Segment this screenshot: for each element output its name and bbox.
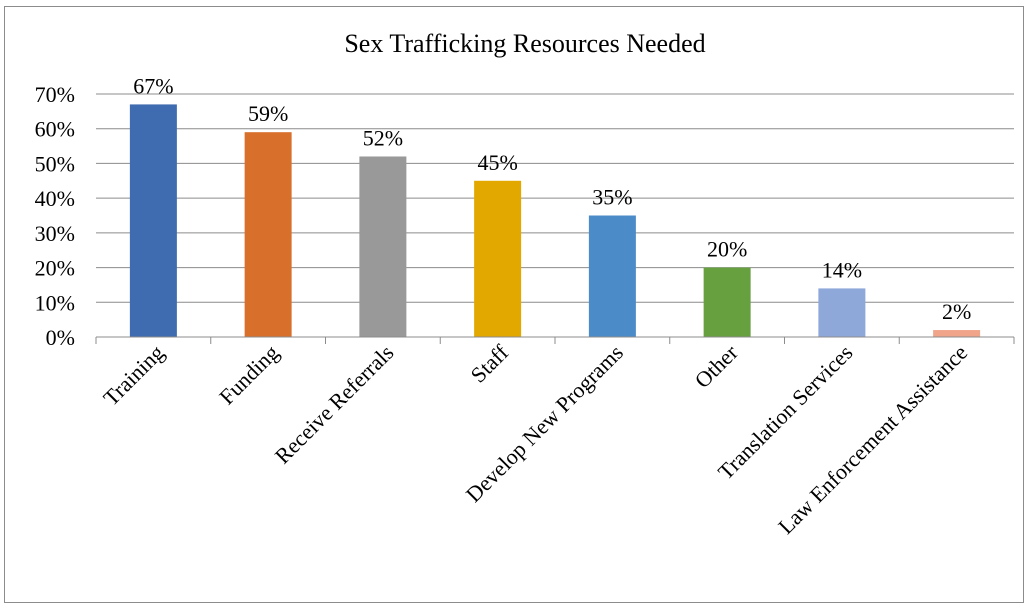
data-label: 52%	[363, 125, 403, 150]
bar	[129, 104, 177, 338]
x-tick-label: Law Enforcement Assistance	[773, 340, 972, 539]
data-label: 14%	[822, 257, 862, 282]
bar	[359, 156, 407, 337]
data-label: 59%	[248, 101, 288, 126]
x-tick-label: Other	[690, 339, 744, 393]
bar	[244, 132, 292, 337]
y-tick-label: 30%	[35, 221, 75, 246]
data-label: 35%	[592, 185, 632, 210]
y-tick-label: 60%	[35, 117, 75, 142]
x-tick-label: Funding	[214, 340, 284, 410]
bar	[703, 267, 751, 337]
x-tick-label: Training	[98, 340, 169, 411]
bar	[818, 288, 866, 337]
y-axis-ticks: 0% 10% 20% 30% 40% 50% 60% 70%	[35, 82, 75, 350]
data-labels: 67% 59% 52% 45% 35% 20% 14% 2%	[133, 73, 971, 324]
data-label: 2%	[942, 299, 971, 324]
data-label: 67%	[133, 73, 173, 98]
chart-title: Sex Trafficking Resources Needed	[344, 29, 705, 58]
bar	[474, 180, 522, 337]
x-tick-label: Receive Referrals	[270, 340, 399, 469]
y-tick-label: 0%	[46, 325, 75, 350]
bar	[933, 330, 981, 337]
y-tick-label: 70%	[35, 82, 75, 107]
axes	[95, 336, 1015, 344]
gridlines	[96, 93, 1014, 303]
y-tick-label: 20%	[35, 256, 75, 281]
data-label: 45%	[477, 150, 517, 175]
data-label: 20%	[707, 237, 747, 262]
x-tick-label: Staff	[466, 339, 514, 387]
bar	[588, 215, 636, 337]
bars	[129, 104, 981, 338]
y-tick-label: 50%	[35, 151, 75, 176]
y-tick-label: 10%	[35, 290, 75, 315]
y-tick-label: 40%	[35, 186, 75, 211]
